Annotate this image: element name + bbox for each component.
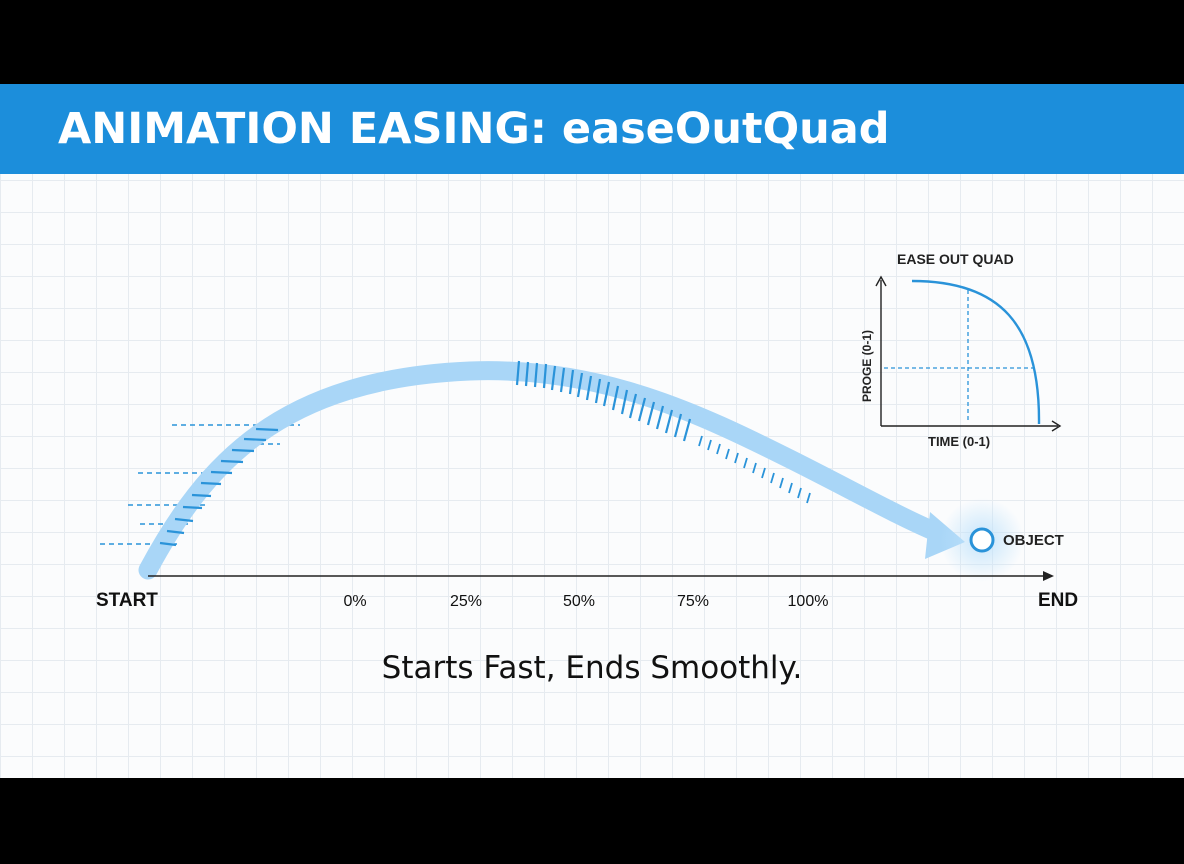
inset-y-label: PROGE (0-1)	[860, 330, 874, 402]
inset-y-arrowhead	[875, 275, 887, 287]
page-title: ANIMATION EASING: easeOutQuad	[58, 104, 890, 154]
inset-x-arrowhead	[1051, 420, 1062, 432]
timeline-arrowhead	[1043, 571, 1054, 581]
inset-x-label: TIME (0-1)	[928, 434, 990, 449]
axis-tick-label: 25%	[450, 593, 482, 610]
start-label: START	[96, 590, 158, 611]
hatch-marks-right	[515, 360, 692, 442]
motion-path	[138, 361, 946, 580]
caption: Starts Fast, Ends Smoothly.	[381, 650, 803, 686]
end-label: END	[1038, 590, 1078, 611]
axis-tick-label: 50%	[563, 593, 595, 610]
title-bar: ANIMATION EASING: easeOutQuad	[0, 84, 1184, 174]
easing-diagram: OBJECT START END 0% 25% 50% 75% 100% EAS…	[96, 251, 1078, 611]
object-circle	[969, 527, 995, 553]
inset-easing-curve	[911, 279, 1041, 425]
hatch-marks-left	[159, 427, 279, 547]
axis-tick-label: 75%	[677, 593, 709, 610]
hatch-marks-fade	[698, 435, 811, 504]
inset-graph: EASE OUT QUAD PROGE (0-1) TIME (0-1)	[860, 251, 1062, 449]
axis-tick-label: 100%	[788, 593, 829, 610]
diagram-canvas: ANIMATION EASING: easeOutQuad	[0, 84, 1184, 778]
inset-title: EASE OUT QUAD	[897, 251, 1014, 267]
object-label: OBJECT	[1003, 532, 1064, 549]
axis-tick-label: 0%	[343, 593, 366, 610]
